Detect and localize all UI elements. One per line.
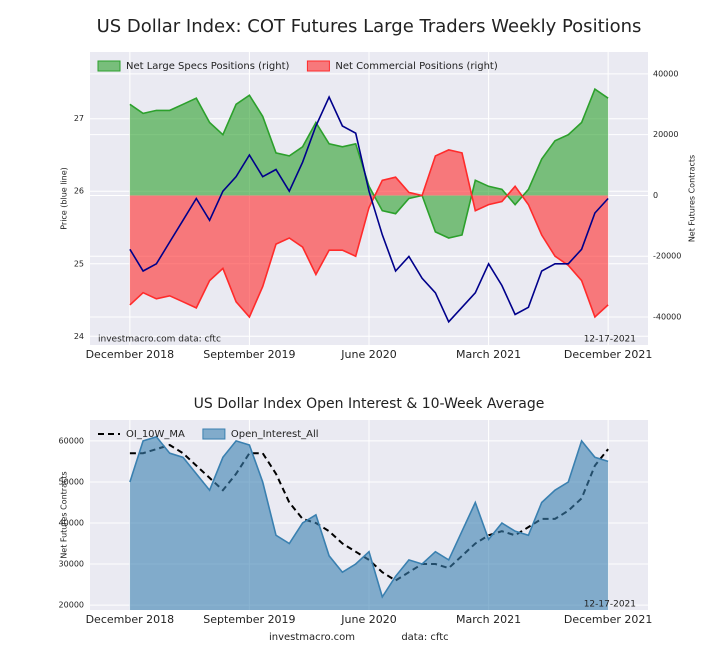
legend-label: OI_10W_MA — [126, 429, 185, 440]
x-tick-label: March 2021 — [456, 613, 521, 626]
legend-label: Net Commercial Positions (right) — [335, 61, 497, 72]
y2-tick-label: 0 — [653, 191, 658, 200]
y-axis-label: Price (blue line) — [60, 167, 69, 230]
y-tick-label: 40000 — [59, 519, 84, 528]
area-edge — [129, 149, 609, 319]
legend-swatch — [306, 60, 330, 72]
y-tick-label: 27 — [74, 114, 84, 123]
y2-tick-label: -40000 — [653, 313, 681, 322]
y-tick-label: 26 — [74, 187, 84, 196]
y2-tick-label: 20000 — [653, 130, 678, 139]
x-tick-label: June 2020 — [340, 348, 396, 361]
annotation: 12-17-2021 — [584, 600, 636, 610]
y2-axis-label: Net Futures Contracts — [688, 155, 697, 242]
legend-swatch — [202, 428, 226, 440]
x-tick-label: March 2021 — [456, 348, 521, 361]
legend-label: Open_Interest_All — [231, 429, 319, 440]
footer-source: data: cftc — [401, 632, 448, 643]
y-tick-label: 24 — [74, 332, 84, 341]
annotation: 12-17-2021 — [584, 335, 636, 345]
line — [129, 443, 609, 582]
x-tick-label: September 2019 — [203, 348, 295, 361]
footer-site: investmacro.com — [269, 632, 355, 643]
area-edge — [129, 435, 609, 599]
y-tick-label: 30000 — [59, 560, 84, 569]
x-tick-label: December 2018 — [86, 613, 175, 626]
x-tick-label: December 2021 — [564, 348, 653, 361]
area-edge — [129, 87, 609, 239]
chart-title: US Dollar Index: COT Futures Large Trade… — [97, 16, 642, 37]
y-tick-label: 50000 — [59, 477, 84, 486]
y-tick-label: 25 — [74, 259, 84, 268]
y-tick-label: 60000 — [59, 436, 84, 445]
y2-tick-label: 40000 — [653, 69, 678, 78]
area — [129, 149, 609, 317]
annotation: investmacro.com data: cftc — [98, 335, 221, 345]
x-tick-label: December 2021 — [564, 613, 653, 626]
chart-title: US Dollar Index Open Interest & 10-Week … — [194, 396, 545, 412]
legend-swatch — [97, 60, 121, 72]
y2-tick-label: -20000 — [653, 252, 681, 261]
x-tick-label: September 2019 — [203, 613, 295, 626]
y-axis-label: Net Futures Contracts — [60, 471, 69, 558]
x-tick-label: December 2018 — [86, 348, 175, 361]
line — [129, 95, 609, 324]
legend-label: Net Large Specs Positions (right) — [126, 61, 290, 72]
area — [129, 89, 609, 238]
area — [129, 436, 609, 610]
x-tick-label: June 2020 — [340, 613, 396, 626]
y-tick-label: 20000 — [59, 601, 84, 610]
